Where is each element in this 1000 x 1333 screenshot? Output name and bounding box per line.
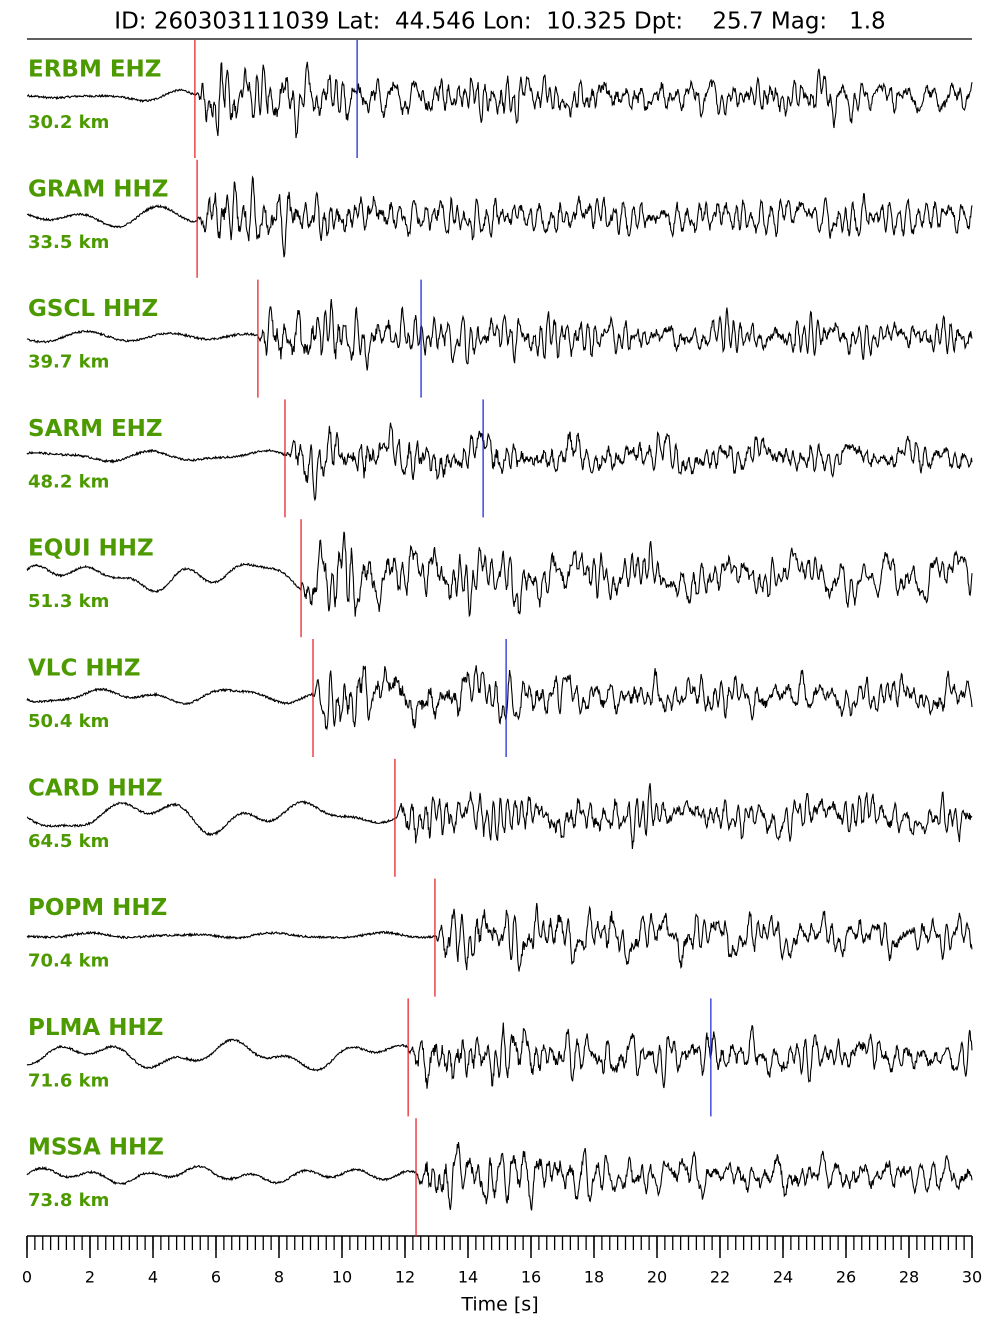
station-label: CARD HHZ (28, 775, 163, 801)
waveform (26, 531, 973, 618)
x-tick-label: 26 (836, 1268, 856, 1287)
x-tick-label: 4 (148, 1268, 158, 1287)
station-label: GSCL HHZ (28, 296, 158, 322)
x-tick-label: 10 (332, 1268, 352, 1287)
distance-label: 73.8 km (28, 1190, 109, 1211)
x-tick-label: 14 (458, 1268, 478, 1287)
station-label: EQUI HHZ (28, 536, 154, 562)
waveform (26, 665, 973, 731)
waveform (27, 61, 973, 139)
waveform (26, 902, 973, 972)
x-tick-label: 6 (211, 1268, 221, 1287)
x-tick-label: 8 (274, 1268, 284, 1287)
x-tick-label: 28 (899, 1268, 919, 1287)
distance-label: 71.6 km (28, 1070, 109, 1091)
distance-label: 70.4 km (28, 951, 109, 972)
x-tick-label: 20 (647, 1268, 667, 1287)
distance-label: 30.2 km (28, 112, 109, 133)
x-tick-label: 24 (773, 1268, 793, 1287)
waveform (26, 1022, 973, 1089)
station-label: ERBM EHZ (28, 57, 162, 83)
distance-label: 33.5 km (28, 232, 109, 253)
waveform (26, 1142, 973, 1211)
station-label: SARM EHZ (28, 416, 163, 442)
x-axis-label: Time [s] (460, 1294, 538, 1316)
station-label: MSSA HHZ (28, 1135, 164, 1161)
distance-label: 64.5 km (28, 831, 109, 852)
x-tick-label: 12 (395, 1268, 415, 1287)
distance-label: 51.3 km (28, 591, 109, 612)
station-label: VLC HHZ (28, 656, 141, 682)
distance-label: 50.4 km (28, 711, 109, 732)
distance-label: 39.7 km (28, 352, 109, 373)
station-label: GRAM HHZ (28, 176, 168, 202)
x-tick-label: 30 (962, 1268, 982, 1287)
station-label: PLMA HHZ (28, 1015, 163, 1041)
waveform (26, 175, 973, 258)
waveform (26, 299, 973, 371)
x-tick-label: 0 (22, 1268, 32, 1287)
x-tick-label: 16 (521, 1268, 541, 1287)
x-tick-label: 2 (85, 1268, 95, 1287)
x-tick-label: 18 (584, 1268, 604, 1287)
station-label: POPM HHZ (28, 895, 167, 921)
x-tick-label: 22 (710, 1268, 730, 1287)
waveform (26, 783, 973, 850)
waveform (26, 422, 973, 502)
chart-title: ID: 260303111039 Lat: 44.546 Lon: 10.325… (114, 9, 885, 35)
distance-label: 48.2 km (28, 471, 109, 492)
